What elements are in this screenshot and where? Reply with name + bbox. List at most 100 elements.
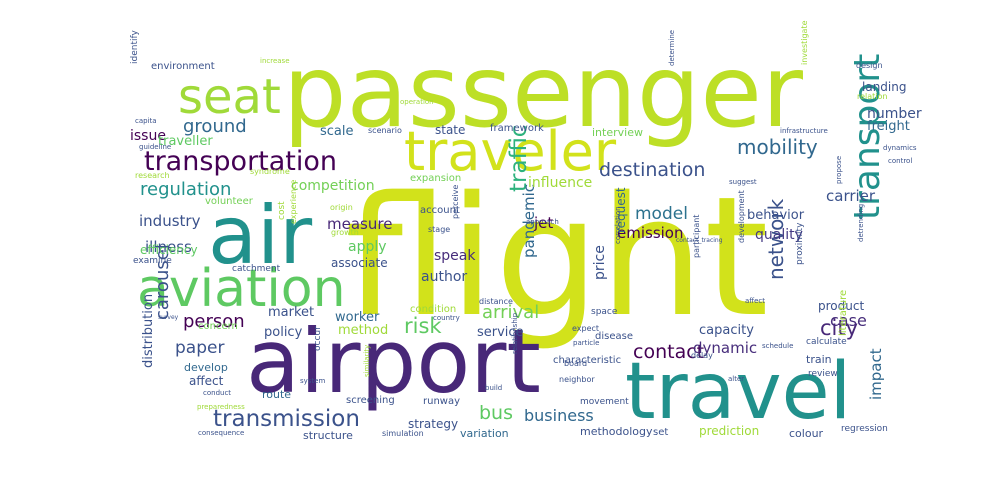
cloud-word: product bbox=[818, 299, 865, 313]
cloud-word: distance bbox=[479, 297, 513, 306]
cloud-word: train bbox=[806, 353, 832, 366]
cloud-word: identify bbox=[130, 30, 140, 64]
cloud-word: control bbox=[888, 157, 913, 165]
cloud-word: regulation bbox=[140, 179, 232, 200]
cloud-word: prediction bbox=[699, 424, 760, 438]
cloud-word: route bbox=[262, 388, 292, 401]
cloud-word: distribution bbox=[141, 293, 156, 368]
cloud-word: market bbox=[268, 305, 315, 320]
cloud-word: increase bbox=[260, 57, 290, 65]
cloud-word: screening bbox=[346, 395, 395, 406]
cloud-word: illness bbox=[145, 238, 192, 256]
cloud-word: environment bbox=[151, 61, 215, 72]
cloud-word: perceive bbox=[451, 184, 460, 219]
cloud-word: airport bbox=[246, 310, 541, 413]
cloud-word: occur bbox=[313, 326, 323, 351]
cloud-word: dynamic bbox=[693, 339, 758, 357]
cloud-word: correlation bbox=[614, 206, 622, 244]
cloud-word: simulation bbox=[382, 429, 424, 438]
cloud-word: proximity bbox=[795, 222, 805, 265]
cloud-word: impact bbox=[867, 348, 885, 400]
cloud-word: structure bbox=[303, 429, 353, 442]
cloud-word: space bbox=[591, 307, 618, 317]
cloud-word: arrival bbox=[482, 302, 540, 323]
cloud-word: model bbox=[635, 204, 688, 224]
cloud-word: operation bbox=[400, 98, 434, 106]
cloud-word: concern bbox=[198, 321, 238, 332]
cloud-word: design bbox=[856, 61, 883, 70]
cloud-word: detrending bbox=[857, 203, 865, 242]
cloud-word: strategy bbox=[408, 417, 459, 431]
cloud-word: calculate bbox=[806, 337, 847, 347]
cloud-word: service bbox=[477, 325, 524, 340]
cloud-word: speak bbox=[434, 248, 476, 264]
cloud-word: cost bbox=[277, 201, 287, 220]
cloud-word: person bbox=[183, 311, 245, 332]
cloud-word: paper bbox=[175, 338, 225, 358]
cloud-word: system bbox=[300, 377, 326, 385]
cloud-word: propose bbox=[835, 155, 843, 184]
cloud-word: freight bbox=[867, 119, 910, 134]
cloud-word: price bbox=[592, 245, 608, 280]
cloud-word: characteristic bbox=[553, 355, 622, 366]
cloud-word: bus bbox=[479, 402, 514, 424]
cloud-word: business bbox=[524, 406, 594, 425]
cloud-word: determine bbox=[668, 29, 676, 66]
cloud-word: set bbox=[653, 427, 669, 438]
cloud-word: volunteer bbox=[205, 196, 253, 207]
cloud-word: influence bbox=[528, 175, 593, 191]
cloud-word: disease bbox=[595, 331, 633, 342]
cloud-word: approach bbox=[526, 218, 559, 226]
cloud-word: competition bbox=[291, 178, 375, 194]
cloud-word: industry bbox=[139, 212, 201, 230]
cloud-word: ground bbox=[183, 116, 247, 137]
cloud-word: emission bbox=[617, 224, 684, 242]
cloud-word: traveler bbox=[404, 120, 617, 183]
cloud-word: expect bbox=[572, 324, 600, 333]
cloud-word: investigate bbox=[800, 20, 809, 65]
cloud-word: review bbox=[808, 369, 838, 379]
cloud-word: mobility bbox=[737, 135, 818, 159]
cloud-word: research bbox=[135, 171, 170, 180]
cloud-word: carrier bbox=[826, 187, 876, 205]
cloud-word: infrastructure bbox=[780, 127, 828, 135]
cloud-word: worker bbox=[335, 310, 380, 325]
cloud-word: seat bbox=[178, 69, 281, 125]
cloud-word: issue bbox=[130, 128, 166, 144]
cloud-word: capacity bbox=[699, 323, 754, 338]
cloud-word: runway bbox=[423, 396, 461, 407]
cloud-word: build bbox=[485, 384, 503, 392]
cloud-word: affect bbox=[745, 297, 766, 305]
cloud-word: contact bbox=[633, 341, 705, 363]
cloud-word: experience bbox=[289, 179, 298, 224]
cloud-word: similarity bbox=[363, 344, 371, 377]
cloud-word: neighbor bbox=[559, 375, 595, 384]
cloud-word: transmission bbox=[213, 406, 360, 432]
cloud-word: dynamics bbox=[883, 144, 917, 152]
cloud-word: affect bbox=[189, 374, 224, 388]
cloud-word: landing bbox=[862, 80, 907, 94]
cloud-word: preparedness bbox=[197, 403, 245, 411]
cloud-word: develop bbox=[184, 361, 228, 374]
cloud-word: capita bbox=[135, 117, 157, 125]
cloud-word: aviation bbox=[137, 259, 346, 319]
cloud-word: jet bbox=[534, 214, 554, 232]
cloud-word: state bbox=[435, 123, 466, 137]
cloud-word: case bbox=[830, 311, 867, 330]
cloud-word: country bbox=[433, 314, 460, 322]
cloud-word: account bbox=[420, 205, 460, 216]
cloud-word: scale bbox=[320, 124, 354, 139]
cloud-word: interview bbox=[592, 126, 643, 139]
cloud-word: risk bbox=[404, 314, 442, 338]
cloud-word: flight bbox=[345, 161, 769, 353]
cloud-word: destination bbox=[599, 159, 706, 181]
cloud-word: syndrome bbox=[250, 167, 290, 176]
cloud-word: origin bbox=[330, 203, 353, 212]
cloud-word: traveller bbox=[158, 134, 213, 149]
cloud-word: efficiency bbox=[140, 243, 198, 257]
cloud-word: condition bbox=[410, 304, 457, 315]
cloud-word: apply bbox=[348, 239, 387, 255]
cloud-word: author bbox=[421, 269, 468, 285]
cloud-word: method bbox=[338, 323, 389, 338]
